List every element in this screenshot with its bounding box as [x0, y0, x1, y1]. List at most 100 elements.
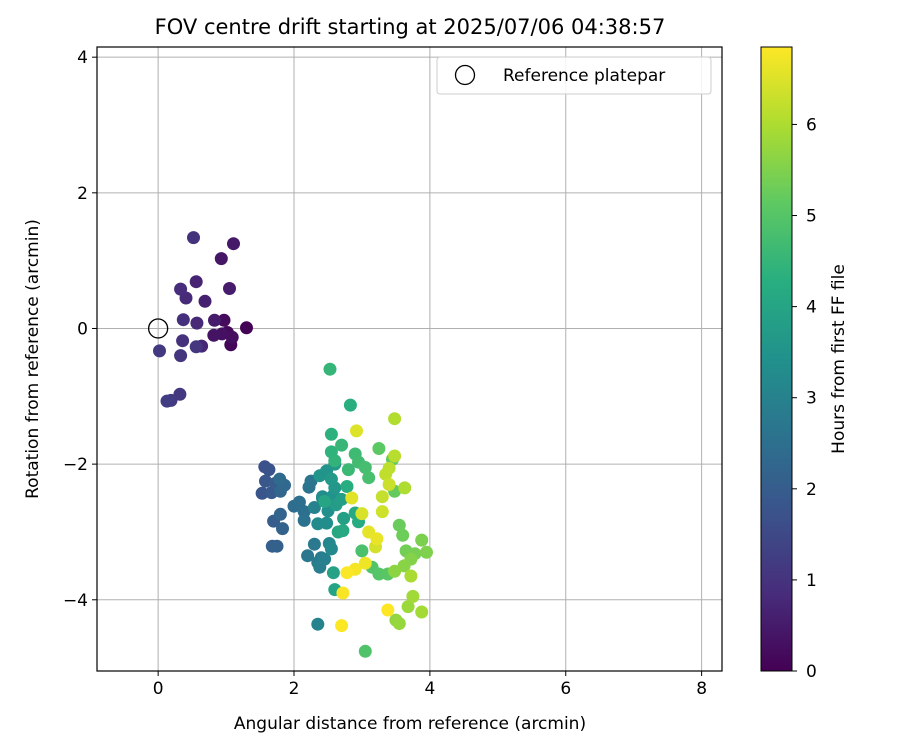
colorbar-tick-label: 1 — [806, 571, 817, 591]
data-point — [328, 454, 342, 468]
data-point — [381, 603, 395, 617]
data-point — [207, 328, 221, 342]
data-point — [320, 516, 334, 530]
data-point — [396, 528, 410, 542]
data-point — [225, 330, 239, 344]
data-point — [189, 275, 203, 289]
data-point — [336, 524, 350, 538]
data-point — [153, 344, 166, 358]
data-point — [388, 564, 402, 578]
data-point — [307, 501, 321, 514]
data-point — [313, 469, 327, 483]
data-point — [276, 522, 289, 536]
data-point — [335, 492, 349, 506]
data-point — [362, 471, 376, 485]
data-point — [301, 549, 315, 563]
x-axis: 0 2 4 6 8 — [153, 671, 707, 699]
data-point — [375, 490, 389, 504]
data-point — [174, 349, 188, 363]
colorbar-tick-label: 5 — [806, 207, 817, 227]
data-point — [375, 505, 389, 519]
data-point — [217, 313, 231, 327]
data-points — [153, 231, 433, 658]
data-point — [340, 480, 354, 493]
data-point — [401, 600, 415, 614]
data-point — [388, 412, 402, 426]
data-point — [198, 294, 212, 308]
data-point — [370, 532, 384, 546]
reference-marker-group — [147, 318, 169, 339]
colorbar-gradient — [760, 46, 793, 672]
data-point — [415, 533, 429, 547]
colorbar-ticks: 0 1 2 3 4 5 6 — [792, 115, 817, 682]
data-point — [259, 474, 272, 488]
y-axis-label: Rotation from reference (arcmin) — [23, 219, 43, 499]
x-tick-label: 2 — [289, 679, 300, 699]
x-tick-label: 4 — [424, 679, 435, 699]
data-point — [343, 398, 357, 412]
data-point — [273, 507, 287, 521]
data-point — [388, 449, 402, 463]
data-point — [420, 545, 433, 559]
data-point — [358, 461, 372, 474]
data-point — [358, 556, 372, 570]
data-point — [240, 321, 253, 335]
y-tick-label: −2 — [63, 455, 88, 475]
y-tick-label: 4 — [77, 48, 88, 68]
colorbar-tick-label: 6 — [806, 115, 817, 135]
data-point — [227, 237, 240, 251]
data-point — [174, 282, 188, 296]
data-point — [318, 494, 332, 508]
data-point — [270, 539, 284, 553]
data-point — [397, 559, 411, 573]
data-point — [214, 252, 228, 266]
chart-title: FOV centre drift starting at 2025/07/06 … — [155, 15, 666, 39]
plot-frame — [96, 46, 723, 672]
data-point — [382, 478, 396, 491]
colorbar-tick-label: 0 — [806, 662, 817, 682]
data-point — [337, 511, 351, 525]
data-point — [324, 427, 338, 441]
x-tick-label: 0 — [153, 679, 164, 699]
legend-marker — [454, 64, 476, 86]
data-point — [415, 605, 429, 619]
data-point — [392, 617, 406, 630]
data-point — [335, 438, 349, 452]
data-point — [273, 472, 287, 486]
data-point — [160, 394, 174, 408]
data-point — [340, 566, 354, 580]
legend: Reference platepar — [436, 56, 712, 95]
data-point — [345, 491, 359, 505]
data-point — [379, 467, 393, 481]
data-point — [372, 567, 386, 581]
data-point — [406, 589, 420, 603]
data-point — [358, 644, 372, 658]
data-point — [187, 231, 200, 245]
data-point — [326, 566, 340, 580]
y-tick-label: −4 — [63, 591, 88, 611]
data-point — [190, 316, 204, 330]
y-tick-label: 2 — [77, 184, 88, 204]
legend-label: Reference platepar — [503, 66, 665, 86]
colorbar-label: Hours from first FF file — [829, 264, 849, 454]
x-axis-label: Angular distance from reference (arcmin) — [234, 714, 586, 734]
data-point — [355, 507, 369, 521]
data-point — [208, 313, 221, 327]
data-point — [324, 472, 338, 486]
data-point — [336, 586, 350, 600]
reference-marker — [147, 318, 169, 339]
x-tick-label: 6 — [560, 679, 571, 699]
data-point — [318, 552, 332, 566]
data-point — [262, 463, 276, 477]
data-point — [176, 313, 190, 327]
data-point — [189, 340, 203, 354]
legend-box — [436, 56, 712, 95]
data-point — [350, 424, 363, 438]
data-point — [176, 334, 190, 348]
data-point — [355, 544, 369, 558]
y-axis: −4 −2 0 2 4 — [63, 48, 97, 611]
data-point — [255, 486, 269, 500]
colorbar: 0 1 2 3 4 5 6 Hours from first FF file — [760, 46, 849, 682]
data-point — [392, 518, 406, 532]
